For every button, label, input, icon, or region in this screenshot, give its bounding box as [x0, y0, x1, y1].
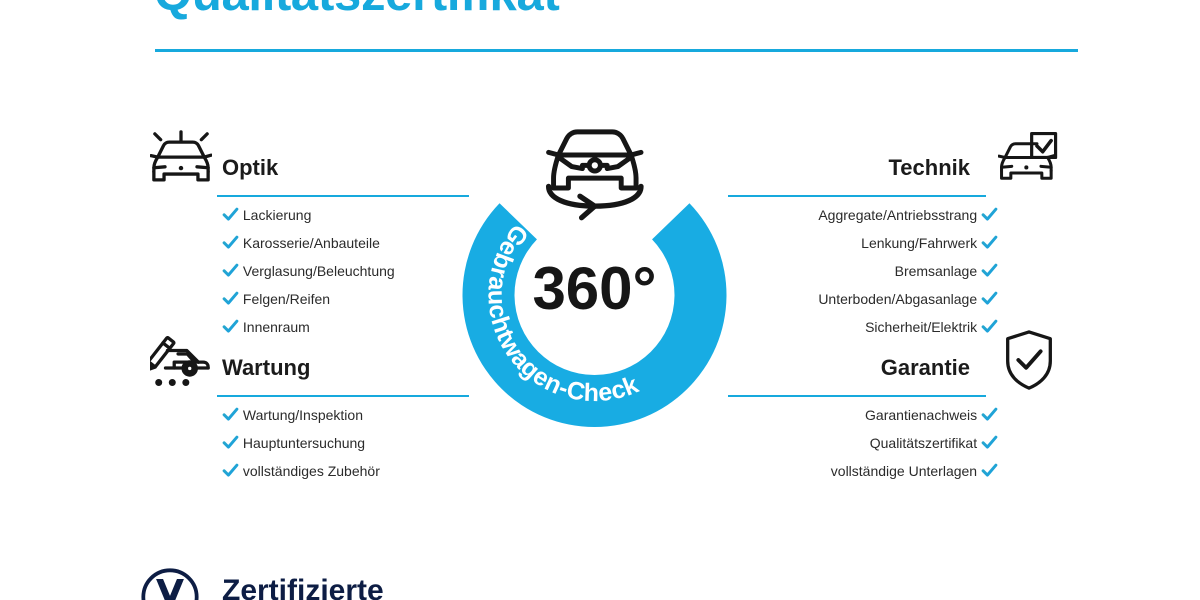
svg-text:360°: 360°	[532, 255, 656, 322]
